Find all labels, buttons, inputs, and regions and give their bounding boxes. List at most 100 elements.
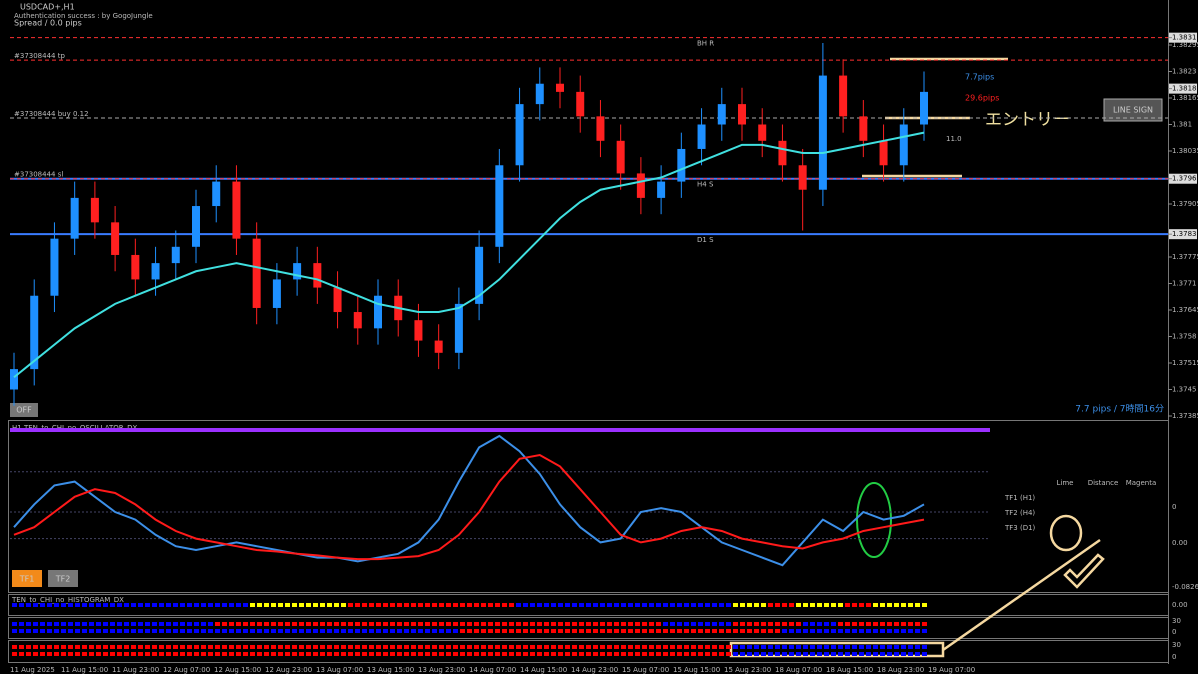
hist-cell	[47, 622, 52, 626]
hist-cell	[782, 603, 787, 607]
hist-cell	[208, 652, 213, 656]
hist-cell	[313, 652, 318, 656]
hist-cell	[61, 622, 66, 626]
hist-cell	[502, 645, 507, 649]
hist-cell	[698, 603, 703, 607]
hist-cell	[376, 652, 381, 656]
candle-body	[212, 181, 221, 207]
candle-body	[374, 295, 382, 329]
hist-cell	[194, 652, 199, 656]
hist-cell	[740, 645, 745, 649]
off-button[interactable]	[10, 403, 38, 417]
hist-cell	[299, 629, 304, 633]
hist-cell	[775, 629, 780, 633]
hist-cell	[544, 645, 549, 649]
hist-cell	[775, 645, 780, 649]
hist-cell	[614, 629, 619, 633]
price-label: 1.3823	[1172, 68, 1197, 76]
price-label: 1.3758	[1172, 333, 1197, 341]
hist-cell	[180, 652, 185, 656]
tf1-button[interactable]	[12, 570, 42, 587]
hist-cell	[894, 629, 899, 633]
hist-cell	[761, 629, 766, 633]
hist-cell	[194, 603, 199, 607]
line-sign-button[interactable]	[1103, 98, 1163, 122]
hist-cell	[579, 629, 584, 633]
hist-cell	[320, 603, 325, 607]
hist-cell	[873, 652, 878, 656]
hist-cell	[96, 629, 101, 633]
hist-cell	[488, 652, 493, 656]
hist-cell	[68, 645, 73, 649]
hist-cell	[887, 629, 892, 633]
hist-cell	[698, 652, 703, 656]
hist-cell	[719, 603, 724, 607]
hist-cell	[642, 629, 647, 633]
candle-body	[30, 295, 39, 370]
hist-label: 0.00	[1172, 601, 1188, 609]
candle-body	[899, 124, 908, 166]
hist-cell	[565, 622, 570, 626]
hist-cell	[768, 652, 773, 656]
hist-cell	[803, 652, 808, 656]
level-label: H4 S	[697, 181, 714, 189]
hist-cell	[327, 652, 332, 656]
hist-cell	[642, 645, 647, 649]
hist-cell	[425, 629, 430, 633]
hist-cell	[460, 629, 465, 633]
hist-cell	[306, 645, 311, 649]
hist-cell	[901, 622, 906, 626]
hist-cell	[278, 622, 283, 626]
hist-cell	[775, 622, 780, 626]
hist-cell	[12, 603, 17, 607]
hist-cell	[537, 629, 542, 633]
hist-cell	[565, 629, 570, 633]
hist-cell	[838, 603, 843, 607]
hist-cell	[817, 603, 822, 607]
hist-cell	[495, 622, 500, 626]
hist-cell	[236, 622, 241, 626]
hist-cell	[341, 645, 346, 649]
hist-cell	[824, 645, 829, 649]
hist-cell	[796, 645, 801, 649]
hist-cell	[712, 603, 717, 607]
hist-cell	[299, 645, 304, 649]
hist-cell	[159, 645, 164, 649]
hist-cell	[698, 629, 703, 633]
hist-cell	[264, 645, 269, 649]
hist-cell	[82, 652, 87, 656]
hist-cell	[474, 622, 479, 626]
hist-cell	[894, 645, 899, 649]
hist-cell	[89, 645, 94, 649]
hist-cell	[285, 603, 290, 607]
date-label: 12 Aug 23:00	[265, 666, 312, 674]
level-label: #37308444 sl	[14, 171, 63, 179]
hist-cell	[530, 622, 535, 626]
date-label: 11 Aug 23:00	[112, 666, 159, 674]
hist-cell	[880, 645, 885, 649]
hist-cell	[306, 603, 311, 607]
price-label: 1.38295	[1172, 41, 1198, 49]
hist-cell	[495, 652, 500, 656]
hist-cell	[495, 645, 500, 649]
hist-cell	[740, 603, 745, 607]
hist-cell	[243, 629, 248, 633]
candle-body	[414, 320, 423, 341]
hist-cell	[719, 622, 724, 626]
hist-cell	[33, 652, 38, 656]
hist-cell	[47, 603, 52, 607]
tf2-button[interactable]	[48, 570, 78, 587]
hist-cell	[110, 629, 115, 633]
hist-cell	[922, 645, 927, 649]
hist-cell	[635, 629, 640, 633]
hist-cell	[208, 645, 213, 649]
hist-cell	[404, 603, 409, 607]
candle-body	[70, 197, 79, 239]
hist-cell	[572, 622, 577, 626]
hist-cell	[355, 622, 360, 626]
hist-cell	[810, 629, 815, 633]
hist-cell	[915, 622, 920, 626]
hist-cell	[124, 652, 129, 656]
hist-cell	[740, 622, 745, 626]
hist-cell	[796, 603, 801, 607]
